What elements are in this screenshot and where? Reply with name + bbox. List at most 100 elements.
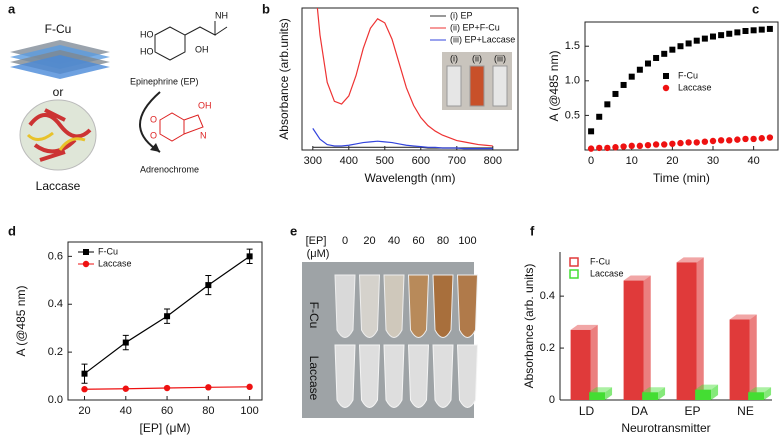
bond xyxy=(183,114,204,135)
bar-top xyxy=(570,324,598,330)
x-tick-label: 600 xyxy=(412,155,430,167)
marker xyxy=(205,384,212,391)
panel-letter: f xyxy=(530,223,535,238)
concentration-value: 60 xyxy=(412,235,424,247)
concentration-value: 80 xyxy=(437,235,449,247)
marker xyxy=(669,46,676,53)
concentration-value: 0 xyxy=(342,235,348,247)
x-axis-label: Time (min) xyxy=(653,171,710,185)
bar-top xyxy=(748,387,772,393)
x-tick-label: 20 xyxy=(78,405,90,417)
tube xyxy=(383,344,405,408)
panel-letter: d xyxy=(8,223,16,238)
row-label: F-Cu xyxy=(307,302,321,329)
marker xyxy=(636,142,644,150)
series-line xyxy=(316,8,493,147)
x-tick-label: 0 xyxy=(588,155,594,167)
bar-top xyxy=(729,314,757,320)
panel-a: a F-Cu or Laccase HO HO OH NH Epinephrin… xyxy=(8,1,228,193)
bar-side xyxy=(696,257,704,400)
bar xyxy=(729,319,750,400)
marker xyxy=(163,384,171,392)
marker xyxy=(604,101,611,108)
x-tick-label: DA xyxy=(631,404,648,418)
bar-side xyxy=(764,387,772,400)
marker xyxy=(122,385,129,392)
concentration-value: 100 xyxy=(458,235,476,247)
tube xyxy=(334,344,356,408)
x-tick-label: 800 xyxy=(484,155,502,167)
y-tick-label: 0.0 xyxy=(48,394,63,406)
tube xyxy=(407,344,430,408)
marker xyxy=(677,139,684,147)
marker xyxy=(612,144,619,151)
marker xyxy=(81,370,88,377)
x-tick-label: 40 xyxy=(747,155,759,167)
or-label: or xyxy=(53,85,64,99)
x-tick-label: EP xyxy=(684,404,700,418)
marker xyxy=(83,249,89,255)
inset-label: (ii) xyxy=(472,53,482,63)
panel-letter: a xyxy=(8,1,16,16)
bar-top xyxy=(642,387,666,393)
bar-side xyxy=(749,314,757,400)
atom: N xyxy=(200,130,207,140)
legend-label: (ii) EP+F-Cu xyxy=(450,22,500,32)
marker xyxy=(246,253,253,260)
x-tick-label: 60 xyxy=(161,405,173,417)
marker xyxy=(596,144,603,152)
bar xyxy=(570,329,591,400)
series-line xyxy=(312,128,493,150)
marker xyxy=(734,136,741,143)
marker xyxy=(652,141,660,148)
ring xyxy=(159,112,185,142)
ring xyxy=(154,26,186,61)
bar-side xyxy=(711,384,719,400)
panel-letter: b xyxy=(262,1,270,16)
atom: OH xyxy=(195,44,209,54)
marker xyxy=(82,260,90,268)
enzyme-detail xyxy=(28,108,92,162)
marker xyxy=(701,138,709,145)
y-axis-label: Absorbance (arb.units) xyxy=(277,18,291,139)
bond xyxy=(184,21,228,36)
marker xyxy=(81,386,88,393)
bar-top xyxy=(676,257,704,263)
x-tick-label: 10 xyxy=(626,155,638,167)
plot-frame xyxy=(67,241,263,401)
marker xyxy=(669,140,676,147)
x-tick-label: 30 xyxy=(707,155,719,167)
marker xyxy=(742,135,749,143)
bar xyxy=(642,392,659,400)
marker xyxy=(628,142,635,150)
marker xyxy=(205,282,212,289)
x-tick-label: 80 xyxy=(202,405,214,417)
x-tick-label: LD xyxy=(579,404,595,418)
marker xyxy=(693,37,700,44)
marker xyxy=(717,137,725,144)
legend-label: (i) EP xyxy=(450,10,473,20)
vial xyxy=(446,65,462,107)
marker xyxy=(164,313,171,320)
row-label: Laccase xyxy=(307,356,321,401)
marker xyxy=(677,43,684,50)
panel-e: e [EP] (μM) F-Cu Laccase xyxy=(290,223,479,418)
x-tick-label: 100 xyxy=(240,405,258,417)
bar xyxy=(676,262,697,400)
marker xyxy=(685,139,692,146)
bar xyxy=(589,392,606,400)
y-tick-label: 0.4 xyxy=(540,290,555,302)
marker xyxy=(750,135,757,143)
marker xyxy=(742,27,749,34)
tube xyxy=(383,274,405,338)
x-tick-label: 300 xyxy=(304,155,322,167)
tube xyxy=(456,344,479,408)
bar-side xyxy=(590,324,598,400)
y-axis-label: A (@485 nm) xyxy=(547,51,561,122)
y-tick-label: 1.5 xyxy=(565,40,580,52)
y-axis-label: A (@485 nm) xyxy=(14,286,28,357)
marker xyxy=(766,25,773,32)
y-tick-label: 0.5 xyxy=(565,109,580,121)
marker xyxy=(122,339,129,346)
concentration-value: 20 xyxy=(363,235,375,247)
